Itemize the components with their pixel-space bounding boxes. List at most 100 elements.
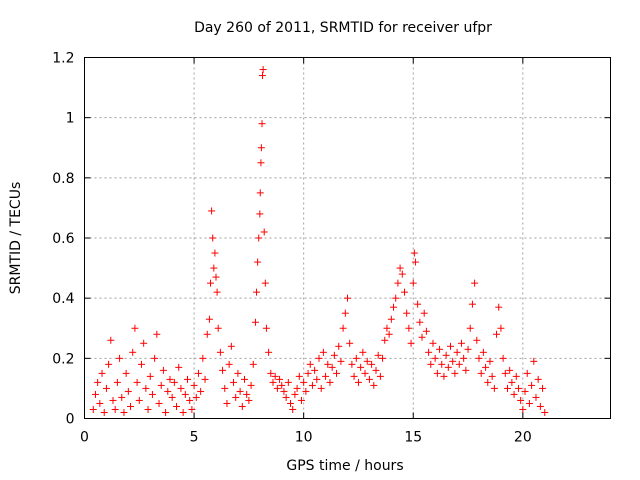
data-point bbox=[394, 279, 402, 287]
data-point bbox=[365, 375, 373, 383]
data-point bbox=[429, 339, 437, 347]
data-point bbox=[319, 348, 327, 356]
data-point bbox=[253, 288, 261, 296]
data-point bbox=[284, 378, 292, 386]
data-point bbox=[508, 378, 516, 386]
data-point bbox=[293, 384, 301, 392]
data-point bbox=[100, 408, 108, 416]
data-point bbox=[256, 189, 264, 197]
data-point bbox=[308, 381, 316, 389]
data-point bbox=[374, 351, 382, 359]
data-point bbox=[536, 402, 544, 410]
data-point bbox=[238, 402, 246, 410]
data-point bbox=[211, 249, 219, 257]
data-point bbox=[433, 369, 441, 377]
data-point bbox=[306, 360, 314, 368]
data-point bbox=[473, 336, 481, 344]
data-point bbox=[113, 378, 121, 386]
data-point bbox=[400, 288, 408, 296]
data-point bbox=[188, 405, 196, 413]
data-point bbox=[234, 369, 242, 377]
data-point bbox=[102, 384, 110, 392]
data-point bbox=[517, 396, 525, 404]
data-point bbox=[449, 357, 457, 365]
grid bbox=[84, 57, 611, 419]
data-point bbox=[251, 318, 259, 326]
data-point bbox=[324, 360, 332, 368]
y-axis-ticks: 0 0.2 0.4 0.6 0.8 1 1.2 bbox=[52, 51, 611, 428]
data-point bbox=[245, 396, 253, 404]
data-point bbox=[205, 315, 213, 323]
data-point bbox=[151, 354, 159, 362]
data-point bbox=[230, 378, 238, 386]
data-point bbox=[539, 384, 547, 392]
x-tick-label: 15 bbox=[404, 430, 422, 446]
data-point bbox=[322, 372, 330, 380]
data-point bbox=[405, 324, 413, 332]
y-tick-label: 0.8 bbox=[52, 171, 74, 187]
data-point bbox=[219, 366, 227, 374]
data-point bbox=[254, 258, 262, 266]
data-point bbox=[289, 405, 297, 413]
data-point bbox=[341, 309, 349, 317]
data-point bbox=[510, 390, 518, 398]
data-point bbox=[311, 366, 319, 374]
data-point bbox=[177, 384, 185, 392]
y-tick-label: 0.6 bbox=[52, 231, 74, 247]
data-point bbox=[282, 393, 290, 401]
data-point bbox=[352, 354, 360, 362]
data-point bbox=[181, 390, 189, 398]
data-point bbox=[131, 324, 139, 332]
data-point bbox=[227, 342, 235, 350]
data-point bbox=[390, 303, 398, 311]
data-point bbox=[451, 369, 459, 377]
data-point bbox=[295, 372, 303, 380]
data-point bbox=[223, 399, 231, 407]
data-point bbox=[91, 390, 99, 398]
data-point bbox=[221, 384, 229, 392]
data-point bbox=[135, 396, 143, 404]
data-point bbox=[363, 357, 371, 365]
y-tick-label: 1 bbox=[66, 111, 75, 127]
data-point bbox=[521, 387, 529, 395]
data-point bbox=[271, 372, 279, 380]
data-point bbox=[127, 402, 135, 410]
data-point bbox=[256, 210, 264, 218]
data-point bbox=[409, 279, 417, 287]
data-point bbox=[255, 234, 263, 242]
x-tick-label: 10 bbox=[295, 430, 313, 446]
data-point bbox=[199, 354, 207, 362]
data-point bbox=[175, 363, 183, 371]
data-point bbox=[212, 273, 220, 281]
data-point bbox=[350, 372, 358, 380]
data-point bbox=[326, 378, 334, 386]
data-point bbox=[376, 372, 384, 380]
data-point bbox=[153, 330, 161, 338]
data-point bbox=[107, 336, 115, 344]
data-point bbox=[532, 393, 540, 401]
data-point bbox=[464, 345, 472, 353]
data-point bbox=[146, 372, 154, 380]
data-point bbox=[482, 363, 490, 371]
data-point bbox=[514, 384, 522, 392]
data-point bbox=[232, 393, 240, 401]
x-axis-label: GPS time / hours bbox=[286, 458, 403, 474]
x-axis-ticks: 0 5 10 15 20 bbox=[80, 57, 532, 446]
data-point bbox=[197, 387, 205, 395]
data-point bbox=[328, 363, 336, 371]
data-point bbox=[208, 207, 216, 215]
data-point bbox=[479, 348, 487, 356]
data-point bbox=[462, 366, 470, 374]
data-point bbox=[170, 378, 178, 386]
data-point bbox=[280, 387, 288, 395]
data-point bbox=[330, 351, 338, 359]
data-point bbox=[438, 360, 446, 368]
data-point bbox=[427, 360, 435, 368]
data-point bbox=[120, 408, 128, 416]
y-axis-label: SRMTID / TECUs bbox=[8, 182, 24, 295]
data-point bbox=[392, 294, 400, 302]
data-point bbox=[359, 348, 367, 356]
data-point bbox=[155, 399, 163, 407]
x-tick-label: 5 bbox=[190, 430, 199, 446]
data-point bbox=[525, 399, 533, 407]
